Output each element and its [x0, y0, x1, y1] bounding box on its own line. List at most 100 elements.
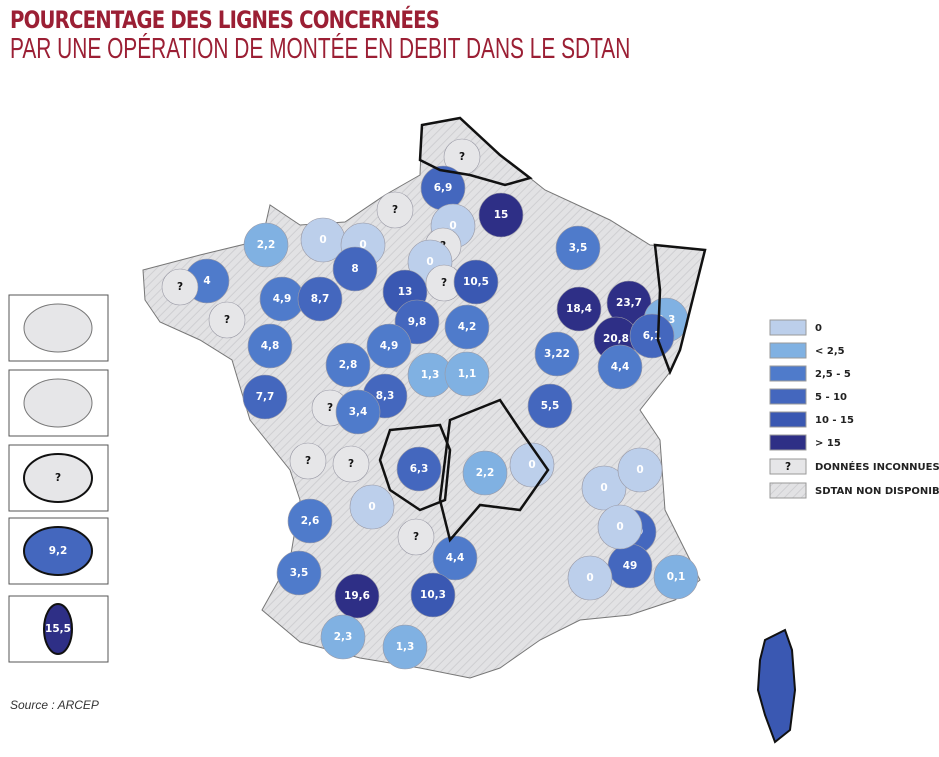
department-value-label: 15: [494, 209, 509, 221]
legend-swatch: [769, 434, 807, 451]
department-value-label: 0: [636, 464, 643, 476]
department-value-label: 0: [600, 482, 607, 494]
department-value-label: 10,3: [420, 589, 446, 601]
legend-question-mark: ?: [785, 461, 791, 473]
department-value-label: 2,6: [301, 515, 320, 527]
department-value-label: ?: [413, 531, 419, 543]
department-area: [443, 138, 481, 176]
department-area: [597, 504, 643, 550]
inset-island-guadeloupe: [23, 303, 93, 353]
department-area: [567, 555, 613, 601]
title-line-1: POURCENTAGE DES LIGNES CONCERNÉES: [10, 6, 440, 34]
department-value-label: 1,3: [421, 369, 440, 381]
department-value-label: 3,5: [569, 242, 588, 254]
department-value-label: 0,1: [667, 571, 686, 583]
legend-swatch: [769, 411, 807, 428]
legend-label: < 2,5: [815, 346, 845, 357]
alsace-border: [653, 243, 707, 376]
department-area: [208, 301, 246, 339]
department-value-label: ?: [459, 151, 465, 163]
department-area: [320, 614, 366, 660]
department-area: [444, 351, 490, 397]
department-value-label: 10,5: [463, 276, 489, 288]
department-area: [334, 573, 380, 619]
corsica: [756, 628, 797, 744]
legend-swatch: [769, 365, 807, 382]
department-value-label: 4,4: [611, 361, 630, 373]
legend-label: 0: [815, 323, 822, 334]
department-value-label: ?: [327, 402, 333, 414]
department-value-label: 0: [319, 234, 326, 246]
department-area: [242, 374, 288, 420]
inset-island-guyane: [23, 453, 93, 503]
department-value-label: 5,5: [541, 400, 560, 412]
department-area: [332, 246, 378, 292]
department-area: [397, 518, 435, 556]
department-area: [555, 225, 601, 271]
department-value-label: 8,7: [311, 293, 330, 305]
legend-label: SDTAN NON DISPONIBLE: [815, 486, 939, 497]
department-value-label: 2,3: [334, 631, 353, 643]
department-area: [534, 331, 580, 377]
department-value-label: 8: [351, 263, 358, 275]
title-line-2: PAR UNE OPÉRATION DE MONTÉE EN DEBIT DAN…: [10, 33, 631, 65]
department-value-label: 4,9: [273, 293, 292, 305]
department-area: [382, 624, 428, 670]
department-area: [297, 276, 343, 322]
department-area: [478, 192, 524, 238]
legend-label: 10 - 15: [815, 415, 854, 426]
department-value-label: 3,4: [349, 406, 368, 418]
department-area: [325, 342, 371, 388]
department-value-label: 9,8: [408, 316, 427, 328]
inset-island-reunion: [23, 526, 93, 576]
department-value-label: 4: [203, 275, 210, 287]
department-area: [247, 323, 293, 369]
department-value-label: 4,8: [261, 340, 280, 352]
department-area: [243, 222, 289, 268]
department-area: [289, 442, 327, 480]
department-value-label: ?: [348, 458, 354, 470]
department-value-label: 4,4: [446, 552, 465, 564]
department-value-label: 23,7: [616, 297, 642, 309]
legend-swatch: [769, 342, 807, 359]
department-area: [287, 498, 333, 544]
inset-island-mayotte: [43, 603, 73, 655]
inset-value-label: 15,5: [45, 623, 71, 635]
legend-swatch: [769, 458, 807, 475]
department-value-label: 13: [398, 286, 413, 298]
department-value-label: 4,9: [380, 340, 399, 352]
department-value-label: ?: [441, 277, 447, 289]
department-value-label: ?: [224, 314, 230, 326]
legend: 0 < 2,5 2,5 - 5 5 - 10 10 - 15 > 15? DONNÉES I…: [769, 319, 939, 499]
legend-swatch: [769, 388, 807, 405]
department-value-label: 6,1: [643, 330, 662, 342]
department-value-label: 0: [528, 459, 535, 471]
department-value-label: 0: [616, 521, 623, 533]
department-area: [161, 268, 199, 306]
department-area: [527, 383, 573, 429]
inset-value-label: ?: [55, 472, 61, 484]
legend-swatch: [769, 319, 807, 336]
auvergne-border: [438, 398, 550, 543]
department-value-label: 7,7: [256, 391, 275, 403]
nord-pas-de-calais-border: [418, 116, 533, 187]
department-area: [335, 389, 381, 435]
department-value-label: 4,2: [458, 321, 477, 333]
department-value-label: 0: [449, 220, 456, 232]
department-value-label: 18,4: [566, 303, 592, 315]
department-value-label: 8,3: [376, 390, 395, 402]
department-area: [629, 313, 675, 359]
department-value-label: 19,6: [344, 590, 370, 602]
department-value-label: 0: [586, 572, 593, 584]
department-value-label: 6,3: [410, 463, 429, 475]
department-area: [396, 446, 442, 492]
department-value-label: ?: [392, 204, 398, 216]
department-area: [617, 447, 663, 493]
department-value-label: 49: [623, 560, 638, 572]
department-value-label: 0: [368, 501, 375, 513]
department-value-label: 0: [359, 239, 366, 251]
department-area: [556, 286, 602, 332]
department-area: [410, 572, 456, 618]
department-value-label: ?: [305, 455, 311, 467]
